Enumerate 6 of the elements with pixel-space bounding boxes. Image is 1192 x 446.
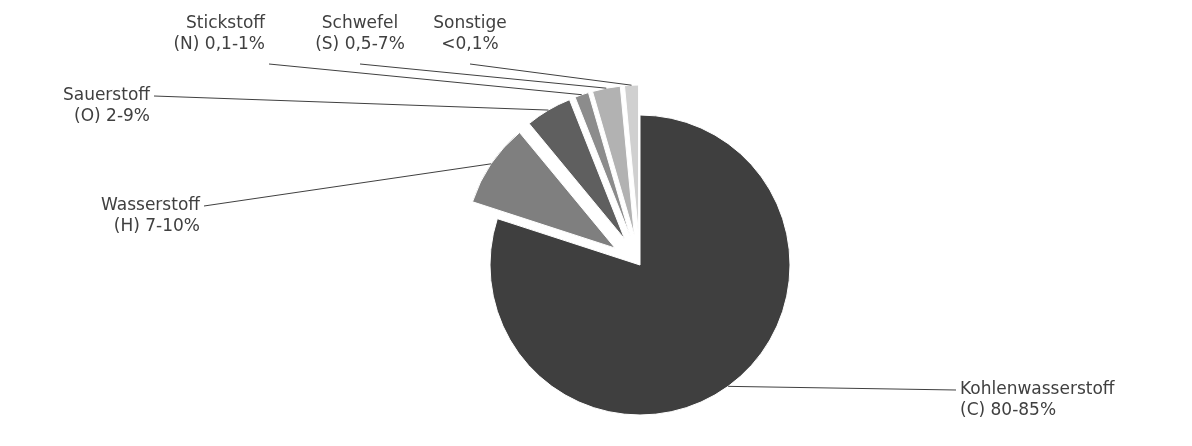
slice-label: Sonstige <0,1% (433, 11, 507, 53)
slice-label: Sauerstoff (O) 2-9% (62, 83, 152, 125)
slice-label: Schwefel (S) 0,5-7% (315, 11, 405, 53)
slice-label: Stickstoff (N) 0,1-1% (173, 11, 267, 53)
slice-label: Wasserstoff (H) 7-10% (101, 193, 202, 235)
slice-label: Kohlenwasserstoff (C) 80-85% (960, 377, 1116, 419)
